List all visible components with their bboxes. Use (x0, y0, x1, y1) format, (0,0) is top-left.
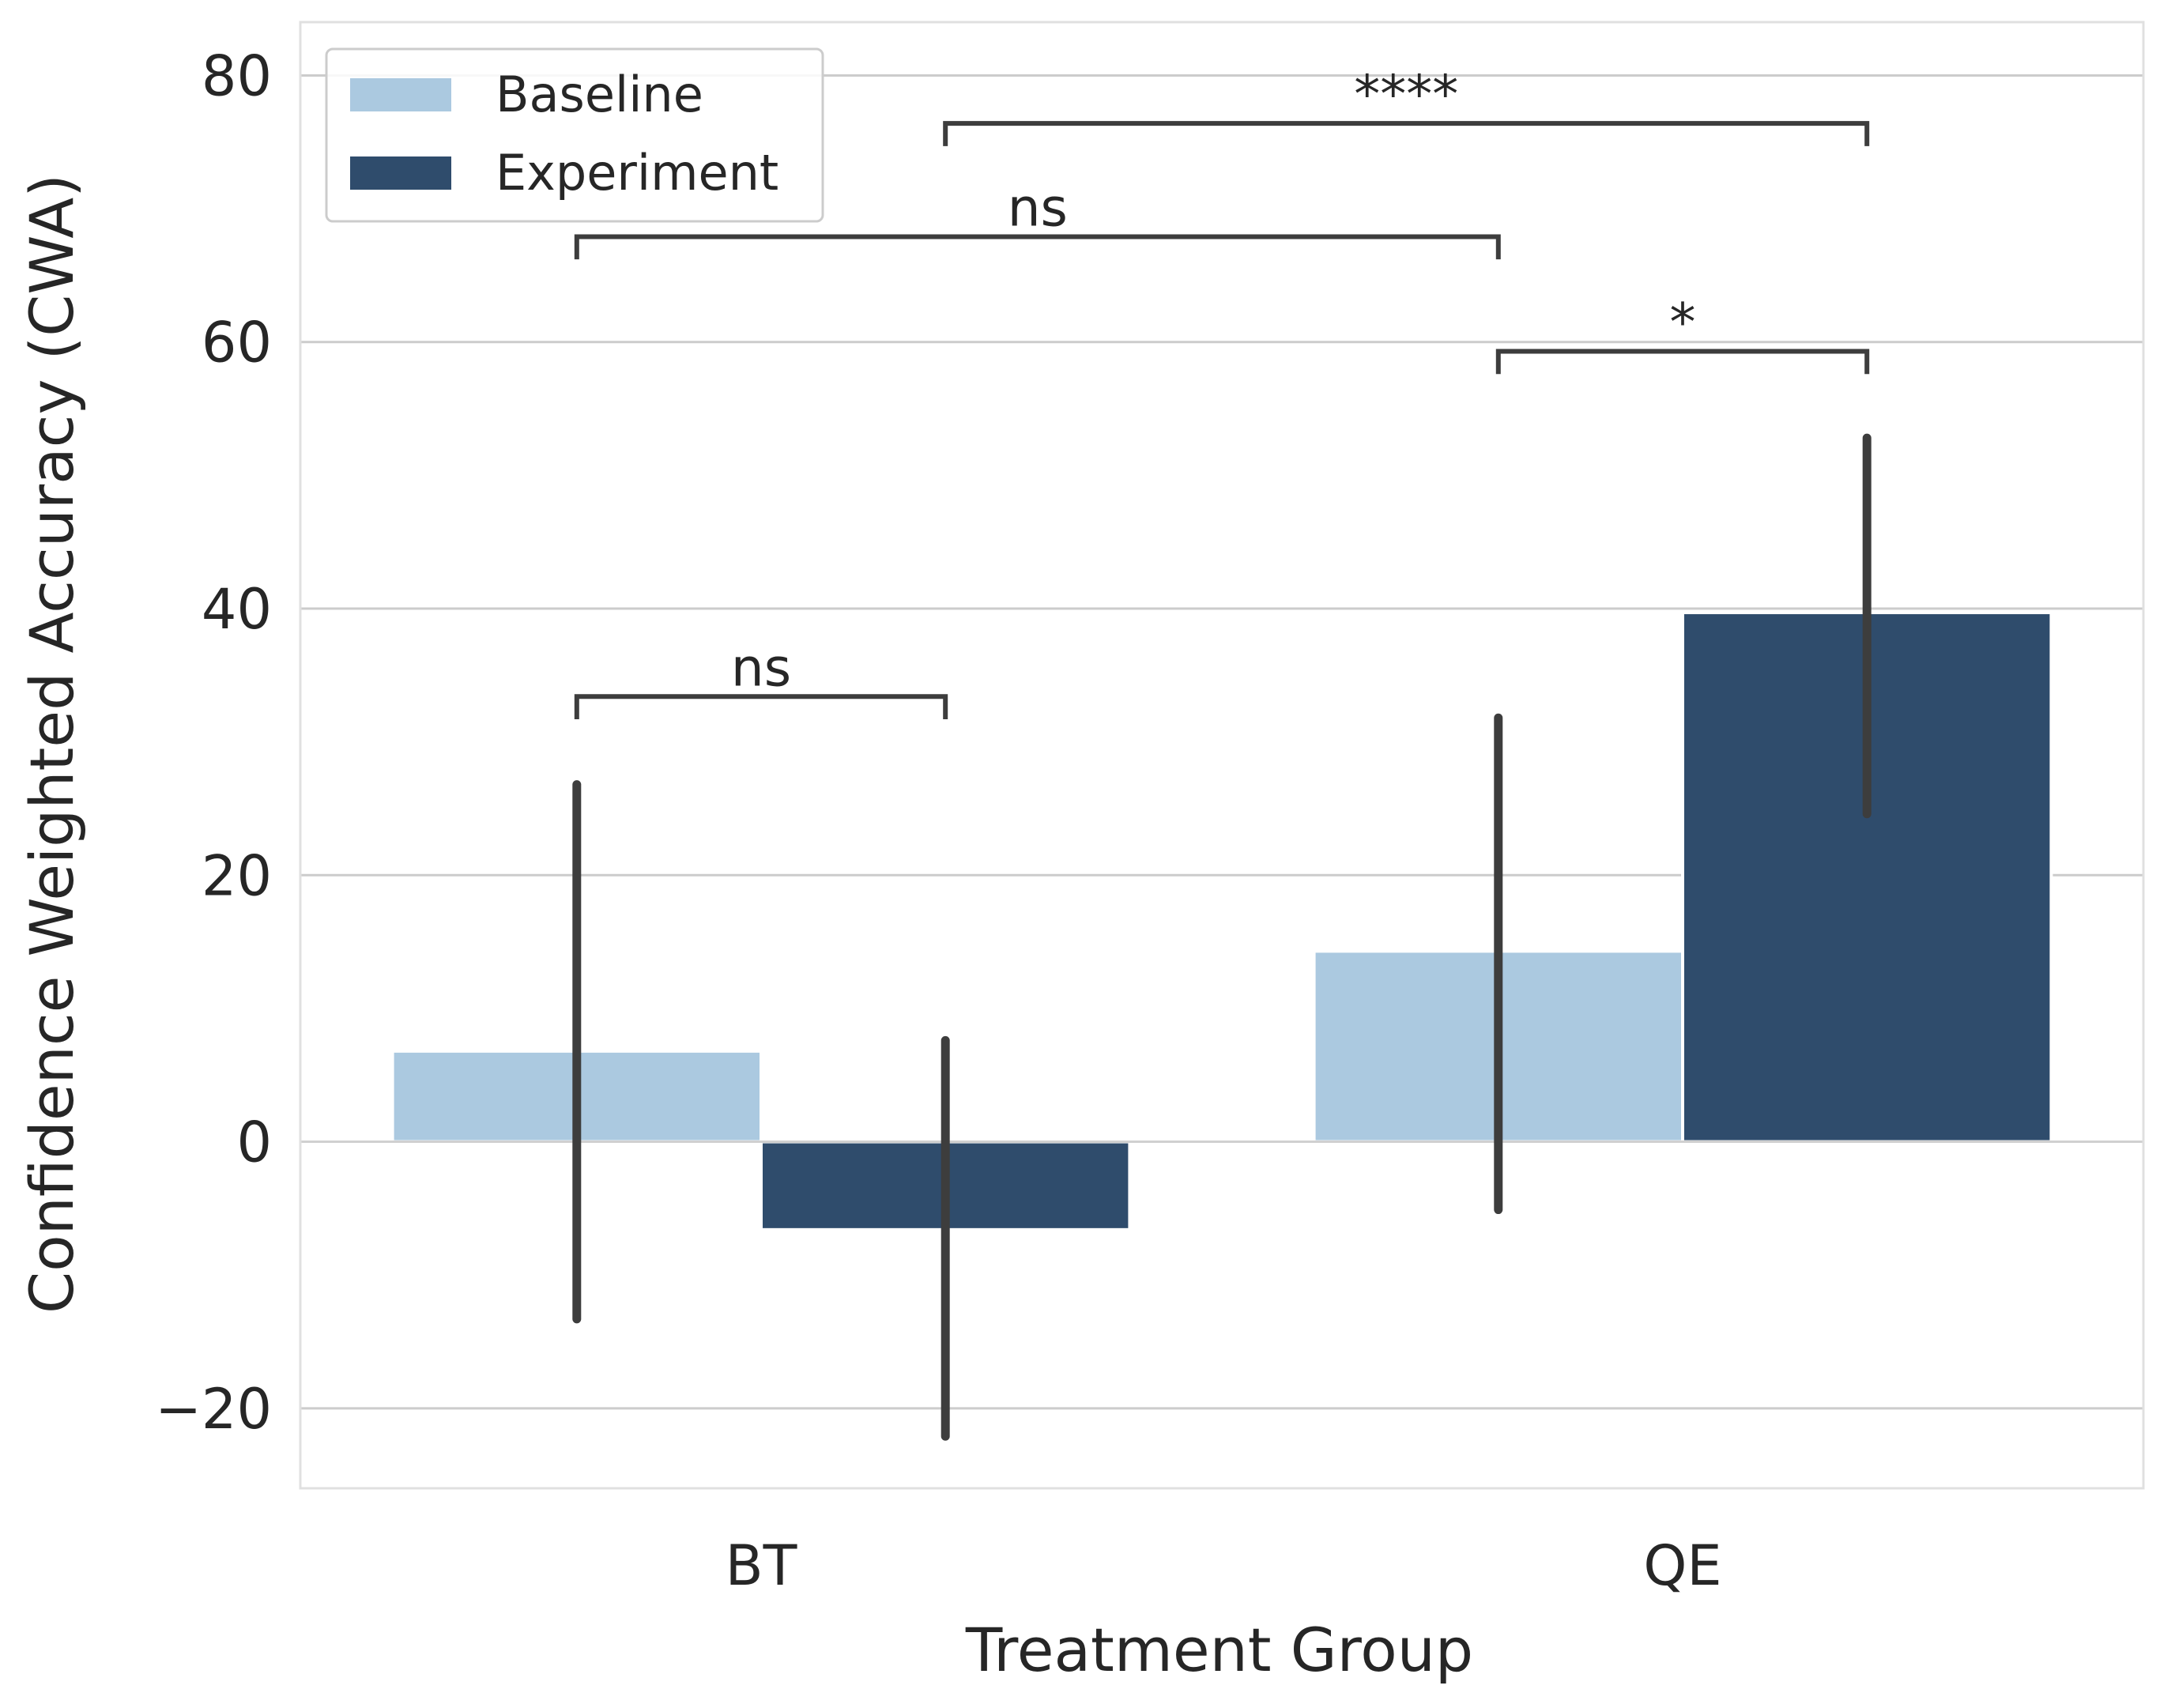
significance-bracket (943, 121, 1870, 146)
x-tick-label: BT (726, 1533, 797, 1598)
significance-label: ns (731, 637, 791, 698)
significance-bracket (574, 694, 948, 719)
y-tick-label: 20 (202, 843, 272, 908)
significance-bracket (574, 234, 1501, 260)
significance-label: * (1670, 292, 1696, 353)
x-tick-label: QE (1643, 1533, 1721, 1598)
significance-bracket (1495, 349, 1870, 375)
y-tick-label: 60 (202, 311, 272, 375)
legend: Baseline Experiment (325, 47, 824, 223)
significance-label: **** (1354, 64, 1458, 125)
legend-label-baseline: Baseline (496, 66, 703, 123)
y-tick-label: 40 (202, 577, 272, 642)
y-tick-label: 80 (202, 43, 272, 108)
legend-swatch-baseline (350, 78, 451, 111)
plot-frame-border (299, 21, 2145, 1490)
x-axis-title: Treatment Group (965, 1615, 1473, 1685)
significance-label: ns (1008, 178, 1068, 239)
legend-swatch-experiment (350, 156, 451, 190)
y-tick-label: 0 (236, 1110, 272, 1175)
y-tick-label: −20 (155, 1377, 272, 1442)
y-axis-title: Confidence Weighted Accuracy (CWA) (17, 174, 87, 1314)
plot-frame (299, 21, 2145, 1490)
legend-label-experiment: Experiment (496, 144, 778, 202)
error-bars (572, 433, 1872, 1441)
tick-labels: 80 60 40 20 0 −20 BT QE (155, 43, 1721, 1598)
